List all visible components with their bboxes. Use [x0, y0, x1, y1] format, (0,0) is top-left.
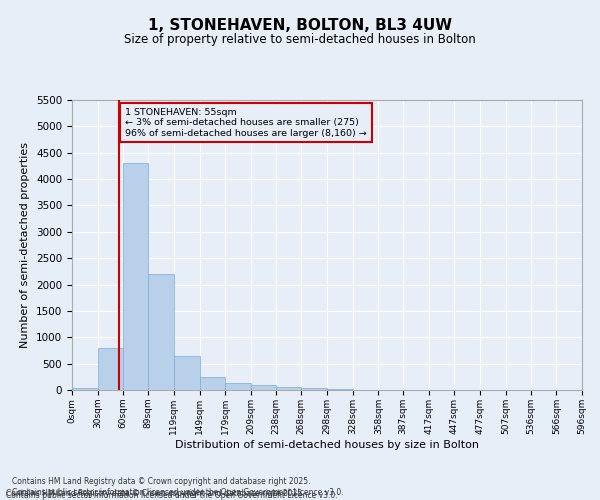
Y-axis label: Number of semi-detached properties: Number of semi-detached properties [20, 142, 31, 348]
X-axis label: Distribution of semi-detached houses by size in Bolton: Distribution of semi-detached houses by … [175, 440, 479, 450]
Bar [72, 388, 98, 390]
Bar [275, 388, 301, 390]
Text: 1 STONEHAVEN: 55sqm
← 3% of semi-detached houses are smaller (275)
96% of semi-d: 1 STONEHAVEN: 55sqm ← 3% of semi-detache… [125, 108, 367, 138]
Bar [251, 386, 275, 390]
Bar [199, 377, 225, 390]
Bar [98, 348, 124, 390]
Text: Contains HM Land Registry data © Crown copyright and database right 2025.
Contai: Contains HM Land Registry data © Crown c… [12, 478, 344, 497]
Bar [124, 164, 148, 390]
Bar [301, 388, 327, 390]
Text: Size of property relative to semi-detached houses in Bolton: Size of property relative to semi-detach… [124, 32, 476, 46]
Bar [174, 356, 199, 390]
Bar [148, 274, 174, 390]
Bar [225, 383, 251, 390]
Text: 1, STONEHAVEN, BOLTON, BL3 4UW: 1, STONEHAVEN, BOLTON, BL3 4UW [148, 18, 452, 32]
Text: Contains HM Land Registry data © Crown copyright and database right 2025.: Contains HM Land Registry data © Crown c… [6, 488, 305, 498]
Bar [327, 389, 353, 390]
Text: Contains public sector information licensed under the Open Government Licence v3: Contains public sector information licen… [6, 491, 338, 500]
